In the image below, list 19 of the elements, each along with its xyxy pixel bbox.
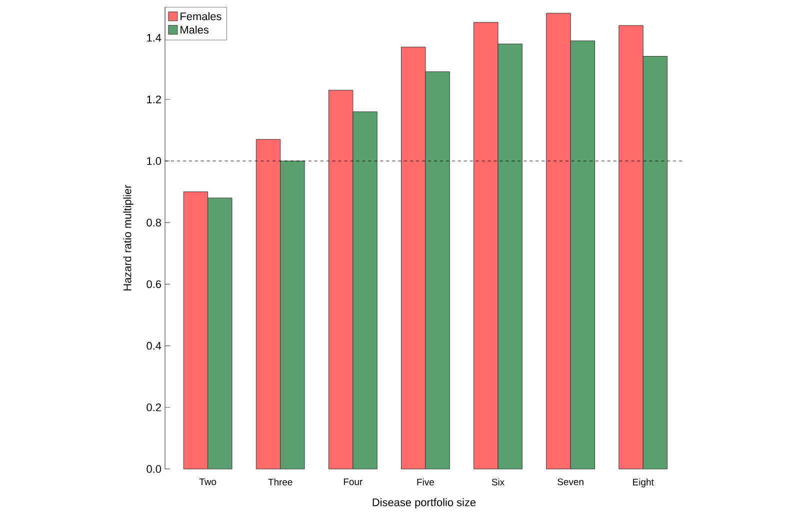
y-tick-label: 0.2 — [146, 404, 161, 412]
y-axis-title: Hazard ratio multiplier — [123, 184, 134, 290]
y-tick-label: 0.0 — [146, 465, 162, 473]
y-tick-label: 1.4 — [147, 34, 162, 42]
x-tick-label: Six — [492, 478, 504, 486]
y-tick-label: 0.8 — [146, 218, 162, 226]
legend-label: Females — [180, 12, 222, 20]
y-tick-label: 1.0 — [147, 157, 162, 165]
x-tick-label: Eight — [633, 478, 654, 488]
x-tick-label: Five — [417, 478, 434, 486]
y-tick-label: 1.2 — [147, 96, 161, 104]
x-axis-title: Disease portfolio size — [372, 498, 476, 508]
x-tick-label: Three — [268, 478, 292, 486]
x-tick-label: Seven — [558, 478, 584, 486]
x-tick-label: Four — [344, 478, 362, 486]
y-tick-label: 0.4 — [146, 342, 162, 350]
x-tick-label: Two — [199, 478, 216, 486]
legend-label: Males — [180, 26, 209, 34]
y-tick-label: 0.6 — [146, 280, 162, 288]
